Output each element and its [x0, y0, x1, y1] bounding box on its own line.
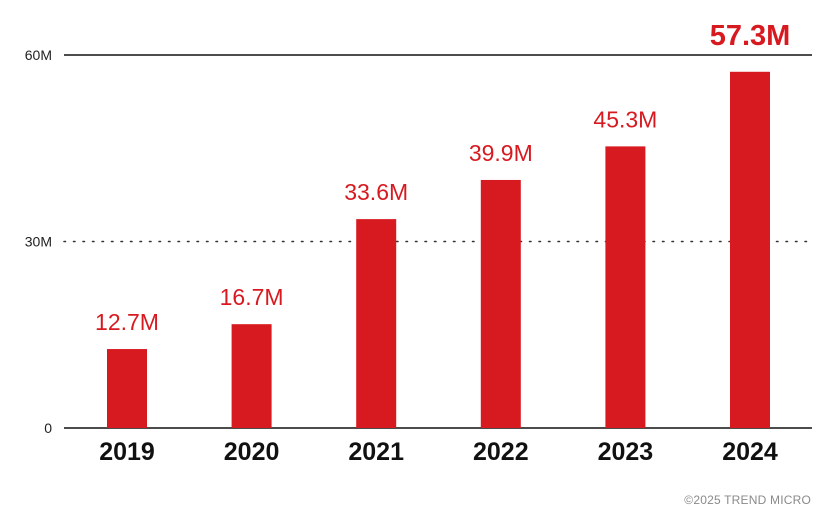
- x-tick-label: 2023: [598, 438, 654, 466]
- x-tick-label: 2019: [99, 438, 155, 466]
- bar: [356, 219, 397, 428]
- y-tick-label: 60M: [25, 47, 52, 63]
- x-tick-label: 2024: [722, 438, 778, 466]
- bar: [605, 146, 646, 428]
- data-label: 12.7M: [95, 309, 159, 335]
- data-label: 45.3M: [593, 106, 657, 132]
- bar: [730, 71, 770, 428]
- copyright-notice: ©2025 TREND MICRO: [684, 493, 811, 507]
- data-label: 57.3M: [710, 20, 791, 52]
- bar: [231, 324, 272, 428]
- bar: [107, 349, 147, 428]
- data-label: 33.6M: [344, 179, 408, 205]
- x-tick-label: 2020: [224, 438, 280, 466]
- bar: [480, 179, 521, 428]
- x-tick-label: 2021: [348, 438, 404, 466]
- x-tick-label: 2022: [473, 438, 529, 466]
- data-label: 39.9M: [469, 140, 533, 166]
- y-tick-label: 0: [44, 420, 52, 436]
- y-tick-label: 30M: [25, 234, 52, 250]
- data-label: 16.7M: [220, 284, 284, 310]
